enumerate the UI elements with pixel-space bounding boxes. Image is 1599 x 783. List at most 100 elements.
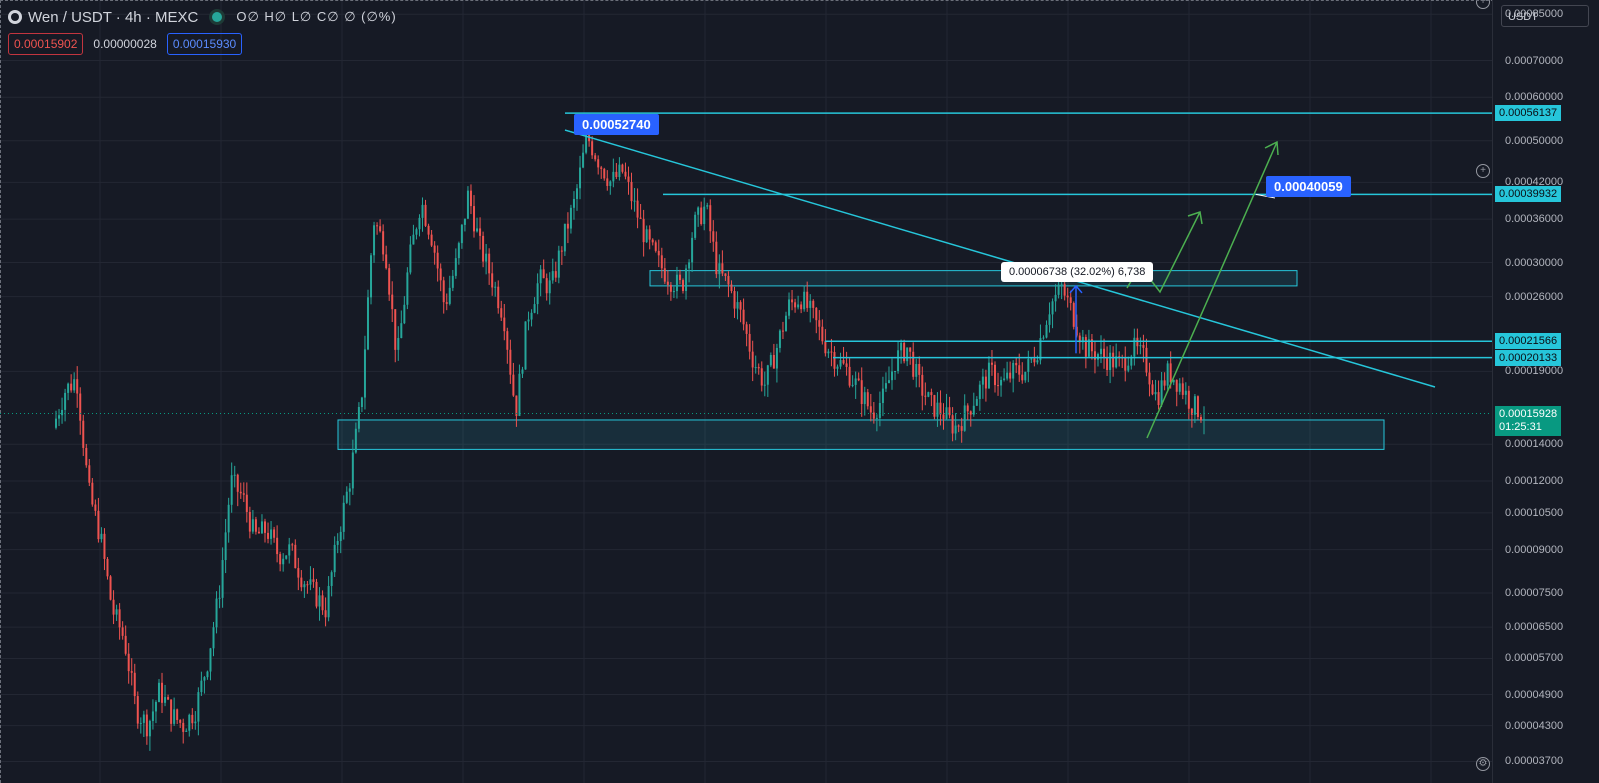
candle-body <box>509 349 512 375</box>
candle-body <box>179 719 182 723</box>
axis-tick-label: 0.00036000 <box>1505 213 1564 226</box>
candle-body <box>878 403 881 418</box>
support-zone[interactable] <box>649 270 1298 287</box>
axis-tick-label: 0.00003700 <box>1505 755 1564 768</box>
support-zone[interactable] <box>337 419 1385 450</box>
axis-tick-label: 0.00042000 <box>1505 176 1564 189</box>
candle-body <box>836 366 839 369</box>
candle-body <box>542 269 545 279</box>
candle-body <box>167 697 170 700</box>
candle-body <box>678 274 681 281</box>
candle-body <box>657 250 660 256</box>
candle-body <box>221 560 224 598</box>
level-label-20133[interactable]: 0.00020133 <box>1495 349 1562 366</box>
axis-tick-label: 0.00005700 <box>1505 652 1564 665</box>
candle-body <box>351 452 354 489</box>
candle-body <box>121 627 124 636</box>
candle-body <box>127 653 130 672</box>
candle-body <box>230 475 233 505</box>
candle-body <box>242 493 245 495</box>
candle-body <box>227 504 230 533</box>
axis-tick-label: 0.00004300 <box>1505 719 1564 732</box>
candle-body <box>200 680 203 693</box>
candle-body <box>400 323 403 339</box>
candle-body <box>642 218 645 243</box>
candle-body <box>533 304 536 313</box>
candle-body <box>236 474 239 492</box>
candle-body <box>594 155 597 160</box>
candle-body <box>672 291 675 293</box>
candle-body <box>660 255 663 269</box>
candle-body <box>675 274 678 292</box>
candle-body <box>342 502 345 532</box>
coin-logo-icon <box>8 10 22 24</box>
candle-body <box>536 283 539 305</box>
candle-body <box>990 362 993 365</box>
chart-plot[interactable] <box>0 0 1492 783</box>
candle-body <box>309 579 312 585</box>
candle-body <box>685 268 688 291</box>
measure-label[interactable]: 0.00006738 (32.02%) 6,738 <box>1001 262 1154 282</box>
candle-body <box>61 409 64 416</box>
candle-body <box>821 326 824 342</box>
candle-body <box>421 204 424 218</box>
axis-tick-label: 0.00070000 <box>1505 54 1564 67</box>
candle-body <box>67 383 70 393</box>
candle-body <box>1193 396 1196 415</box>
candle-body <box>115 609 118 615</box>
candle-body <box>1009 372 1012 379</box>
candle-body <box>494 286 497 288</box>
target-price-callout[interactable]: 0.00040059 <box>1266 176 1351 197</box>
candle-body <box>566 223 569 229</box>
projection-arrowhead-short <box>1187 211 1203 225</box>
symbol-title[interactable]: Wen / USDT · 4h · MEXC <box>28 8 199 26</box>
candle-body <box>1190 408 1193 415</box>
candle-body <box>875 417 878 419</box>
high-price-callout[interactable]: 0.00052740 <box>574 114 659 135</box>
sell-price-button[interactable]: 0.00015902 <box>8 33 84 55</box>
candle-body <box>560 250 563 252</box>
candle-body <box>154 701 157 712</box>
candle-body <box>963 405 966 431</box>
candle-body <box>448 287 451 304</box>
candle-body <box>1103 348 1106 358</box>
candle-body <box>833 352 836 369</box>
axis-tick-label: 0.00006500 <box>1505 621 1564 634</box>
buy-price-button[interactable]: 0.00015930 <box>166 33 243 55</box>
candle-body <box>363 349 366 398</box>
currency-select[interactable]: USDT <box>1501 5 1589 27</box>
drawings <box>0 112 1492 439</box>
candle-body <box>530 312 533 320</box>
downtrend-line[interactable] <box>564 129 1436 388</box>
level-label-39932[interactable]: 0.00039932 <box>1495 186 1562 203</box>
level-label-21566[interactable]: 0.00021566 <box>1495 333 1562 350</box>
candle-body <box>1036 360 1039 363</box>
candle-body <box>1042 337 1045 339</box>
candle-body <box>1078 335 1081 343</box>
candle-body <box>903 342 906 362</box>
candle-body <box>1130 356 1133 366</box>
add-level-icon[interactable]: + <box>1476 164 1490 178</box>
candle-body <box>1203 419 1205 421</box>
candle-body <box>91 482 94 505</box>
candle-body <box>806 291 809 308</box>
level-label-56137[interactable]: 0.00056137 <box>1495 105 1562 122</box>
candle-body <box>482 235 485 262</box>
candle-body <box>827 351 830 354</box>
axis-tick-label: 0.00014000 <box>1505 438 1564 451</box>
projection-path-long[interactable] <box>1146 141 1278 439</box>
candle-body <box>857 378 860 381</box>
settings-icon[interactable]: ⚙ <box>1476 757 1490 771</box>
candle-body <box>682 280 685 291</box>
add-icon[interactable]: + <box>1476 0 1490 9</box>
candle-body <box>118 609 121 628</box>
candle-body <box>73 379 76 391</box>
candle-body <box>918 363 921 375</box>
candle-body <box>451 275 454 288</box>
candle-body <box>1187 390 1190 409</box>
price-axis[interactable]: USDT 0.00085000 0.00070000 0.00060000 0.000… <box>1492 0 1599 783</box>
last-price-label[interactable]: 0.00015928 01:25:31 <box>1495 406 1562 437</box>
candles <box>55 120 1205 751</box>
bar-countdown: 01:25:31 <box>1499 421 1542 434</box>
